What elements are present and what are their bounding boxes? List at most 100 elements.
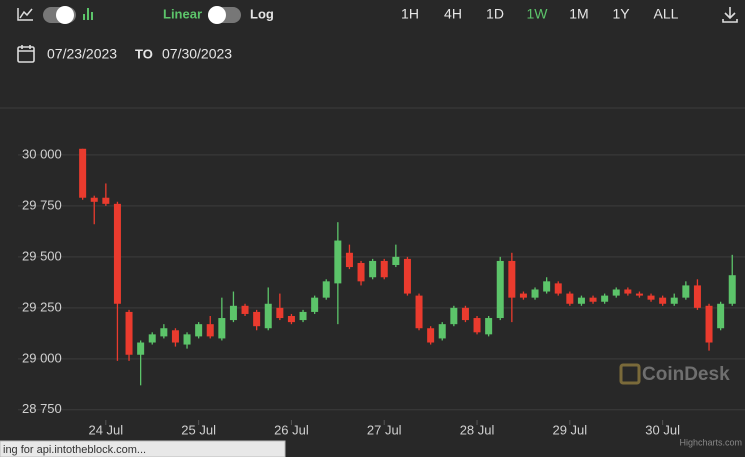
range-button[interactable]: 1H	[401, 6, 419, 22]
watermark-logo	[619, 363, 641, 385]
candle-body	[612, 289, 620, 296]
candle-body	[461, 307, 469, 321]
range-button[interactable]: 4H	[444, 6, 462, 22]
x-tick-label: 28 Jul	[460, 422, 495, 437]
candle-body	[137, 342, 145, 355]
candle-body	[125, 311, 133, 355]
candle-body	[624, 289, 632, 294]
candle-body	[438, 324, 446, 339]
candle-body	[334, 240, 342, 284]
candle-body	[299, 311, 307, 321]
candle-body	[276, 307, 284, 319]
candle-body	[519, 293, 527, 298]
candle-body	[345, 252, 353, 268]
candle-body	[473, 318, 481, 333]
candle-body	[322, 281, 330, 298]
candle-body	[659, 297, 667, 304]
x-tick-label: 30 Jul	[645, 422, 680, 437]
candle-icon	[83, 8, 93, 20]
calendar-frame	[17, 46, 35, 63]
range-button[interactable]: 1D	[486, 6, 504, 22]
credits[interactable]: Highcharts.com	[679, 437, 742, 447]
candle-body	[171, 330, 179, 343]
candle-body	[543, 281, 551, 292]
candle-body	[577, 297, 585, 304]
candle-body	[148, 334, 156, 343]
candle-body	[589, 297, 597, 302]
candle-body	[79, 148, 87, 198]
candle-body	[450, 307, 458, 325]
x-tick-label: 26 Jul	[274, 422, 309, 437]
candle-body	[229, 305, 237, 321]
candle-body	[705, 305, 713, 343]
x-tick-label: 25 Jul	[181, 422, 216, 437]
x-tick-label: 29 Jul	[552, 422, 587, 437]
date-to[interactable]: 07/30/2023	[162, 46, 232, 62]
candle-body	[369, 260, 377, 278]
download-icon[interactable]	[722, 7, 738, 23]
date-from[interactable]: 07/23/2023	[47, 46, 117, 62]
candle-body	[253, 311, 261, 327]
candle-body	[102, 197, 110, 204]
y-tick-label: 28 750	[22, 401, 62, 416]
range-button[interactable]: 1Y	[612, 6, 630, 22]
candle-body	[311, 297, 319, 312]
y-tick-label: 29 500	[22, 248, 62, 263]
candle-body	[647, 295, 655, 300]
candle-body	[531, 289, 539, 298]
plot	[79, 148, 736, 386]
candle-body	[183, 334, 191, 345]
candle-body	[218, 318, 226, 339]
range-buttons: 1H 4H 1D 1W 1M 1Y ALL	[401, 6, 679, 22]
candle-body	[496, 260, 504, 319]
candle-body	[206, 324, 214, 337]
date-separator: TO	[135, 46, 153, 61]
scale-log[interactable]: Log	[250, 6, 274, 21]
candle-body	[566, 293, 574, 304]
scale-toggle-knob	[208, 6, 226, 24]
area-icon	[17, 8, 33, 21]
candle-body	[241, 305, 249, 314]
range-button[interactable]: 1W	[527, 6, 549, 22]
calendar-icon[interactable]	[17, 45, 35, 63]
candle-body	[380, 260, 388, 278]
watermark-text: CoinDesk	[642, 364, 730, 385]
watermark: CoinDesk	[619, 363, 730, 385]
candle-body	[693, 285, 701, 308]
status-text: ing for api.intotheblock.com...	[3, 444, 146, 456]
candle-body	[113, 203, 121, 304]
toggle-knob	[56, 6, 74, 24]
x-tick-label: 27 Jul	[367, 422, 402, 437]
candle-body	[554, 283, 562, 294]
candle-body	[508, 260, 516, 298]
candle-body	[90, 197, 98, 202]
candle-body	[160, 328, 168, 337]
status-bar	[0, 440, 286, 457]
y-tick-label: 30 000	[22, 146, 62, 161]
candle-body	[287, 316, 295, 323]
candle-body	[670, 297, 678, 304]
candle-body	[427, 328, 435, 343]
scale-linear[interactable]: Linear	[163, 6, 202, 21]
candle-body	[357, 262, 365, 282]
candle-body	[264, 303, 272, 329]
candle-body	[682, 285, 690, 298]
candle-body	[485, 318, 493, 335]
candle-body	[195, 324, 203, 337]
range-button[interactable]: ALL	[654, 6, 679, 22]
calendar-lines	[18, 45, 34, 52]
candle-body	[403, 258, 411, 294]
x-tick-label: 24 Jul	[88, 422, 123, 437]
grid: 28 750 29 000 29 250 29 500 29 750 30 000 24 J…	[18, 146, 745, 437]
y-tick-label: 29 250	[22, 299, 62, 314]
candle-body	[717, 303, 725, 329]
candle-body	[601, 295, 609, 302]
candle-body	[635, 293, 643, 296]
chart-type-switch[interactable]	[17, 6, 93, 24]
candle-body	[392, 256, 400, 266]
candle-body	[415, 295, 423, 329]
y-tick-label: 29 000	[22, 350, 62, 365]
range-button[interactable]: 1M	[569, 6, 588, 22]
